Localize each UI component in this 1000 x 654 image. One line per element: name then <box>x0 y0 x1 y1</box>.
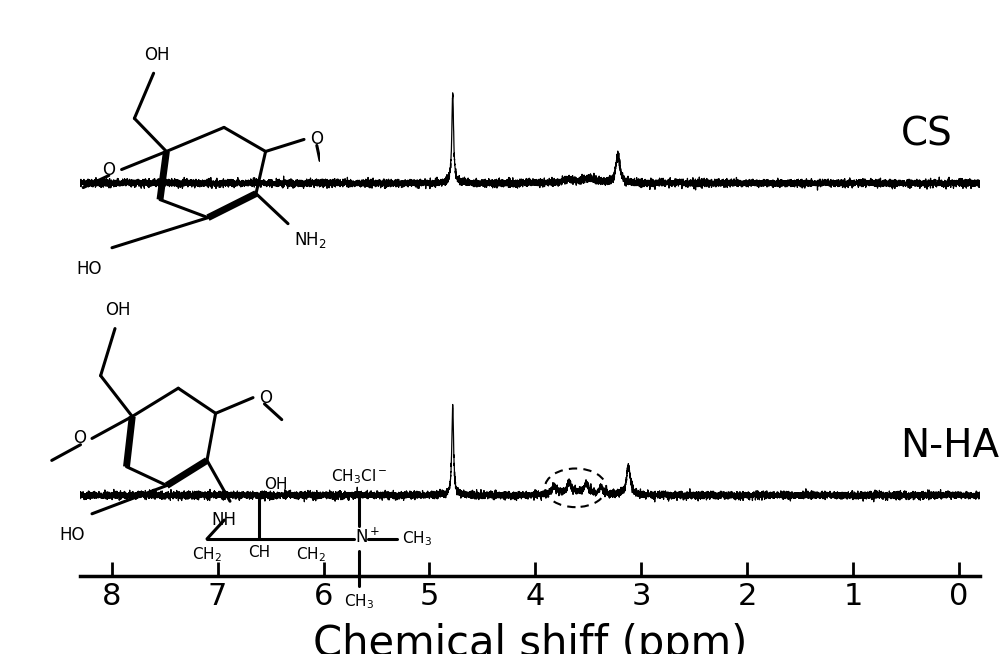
Text: CS: CS <box>901 115 952 154</box>
Text: N-HACC: N-HACC <box>901 428 1000 466</box>
Text: OH: OH <box>264 477 288 492</box>
Text: OH: OH <box>144 46 170 64</box>
Text: CH$_3$: CH$_3$ <box>402 530 433 548</box>
Text: N$^+$: N$^+$ <box>355 528 380 547</box>
Text: OH: OH <box>105 301 131 319</box>
Text: CH$_2$: CH$_2$ <box>192 545 222 564</box>
Text: CH: CH <box>248 545 270 560</box>
Text: O: O <box>310 130 323 148</box>
Text: CH$_3$: CH$_3$ <box>344 593 374 611</box>
Text: NH$_2$: NH$_2$ <box>294 230 327 250</box>
Text: HO: HO <box>77 260 102 278</box>
X-axis label: Chemical shiff (ppm): Chemical shiff (ppm) <box>313 623 747 654</box>
Text: O: O <box>259 388 272 407</box>
Text: CH$_2$: CH$_2$ <box>296 545 325 564</box>
Text: HO: HO <box>59 526 85 544</box>
Text: CH$_3$Cl$^-$: CH$_3$Cl$^-$ <box>331 467 388 485</box>
Text: NH: NH <box>212 511 237 528</box>
Text: O: O <box>102 160 115 179</box>
Text: O: O <box>73 430 86 447</box>
